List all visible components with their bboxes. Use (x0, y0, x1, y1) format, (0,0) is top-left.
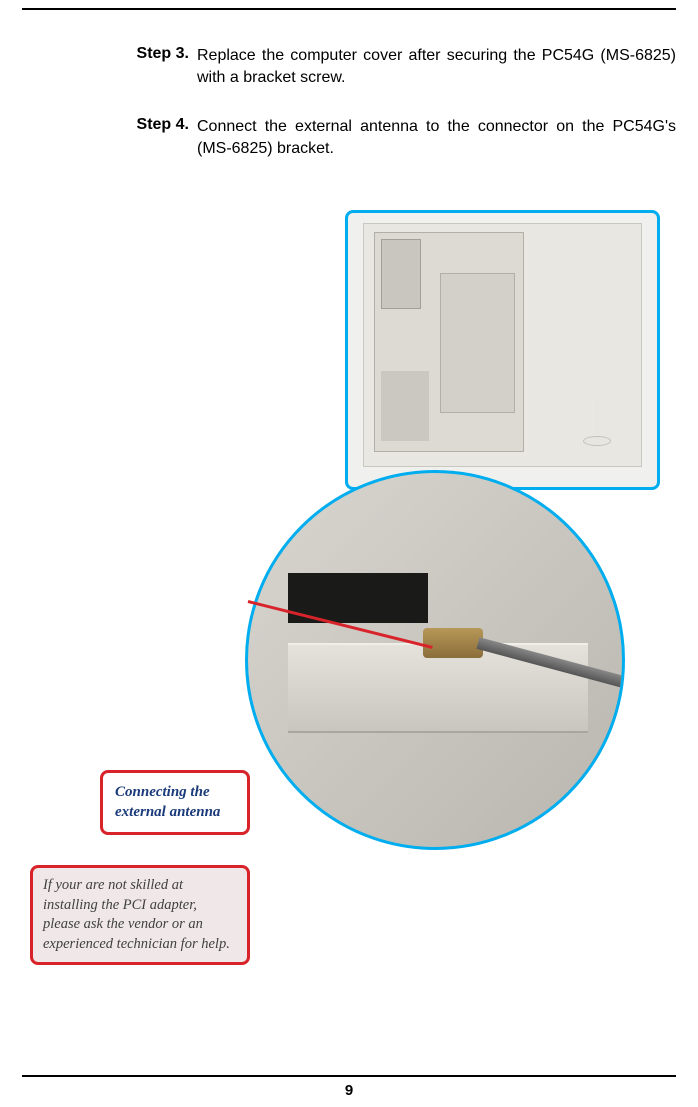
figure-connector-closeup (245, 470, 625, 850)
top-rule (22, 8, 676, 10)
tower-ports (381, 239, 421, 309)
content-region: Step 3. Replace the computer cover after… (22, 45, 676, 187)
step-4-row: Step 4. Connect the external antenna to … (22, 116, 676, 159)
pc-tower-icon (374, 232, 524, 452)
step-4-label: Step 4. (22, 116, 197, 134)
photo-bg (363, 223, 642, 467)
step-4-text: Connect the external antenna to the conn… (197, 116, 676, 159)
step-3-row: Step 3. Replace the computer cover after… (22, 45, 676, 88)
antenna-base (583, 436, 611, 446)
antenna-connector (423, 628, 483, 658)
callout-help-note: If your are not skilled at installing th… (30, 865, 250, 965)
closeup-bg (248, 473, 622, 847)
antenna-icon (571, 396, 621, 446)
callout-connecting-antenna: Connecting the external antenna (100, 770, 250, 835)
callout-2-text: If your are not skilled at installing th… (43, 877, 230, 952)
tower-slots (381, 371, 429, 441)
bottom-rule (22, 1075, 676, 1077)
image-area: Connecting the external antenna (0, 210, 698, 970)
tower-vent (440, 273, 515, 413)
callout-1-text: Connecting the external antenna (115, 784, 220, 820)
step-3-text: Replace the computer cover after securin… (197, 45, 676, 88)
step-3-label: Step 3. (22, 45, 197, 63)
figure-pc-tower (345, 210, 660, 490)
page-number: 9 (0, 1082, 698, 1099)
antenna-stick (595, 398, 599, 438)
